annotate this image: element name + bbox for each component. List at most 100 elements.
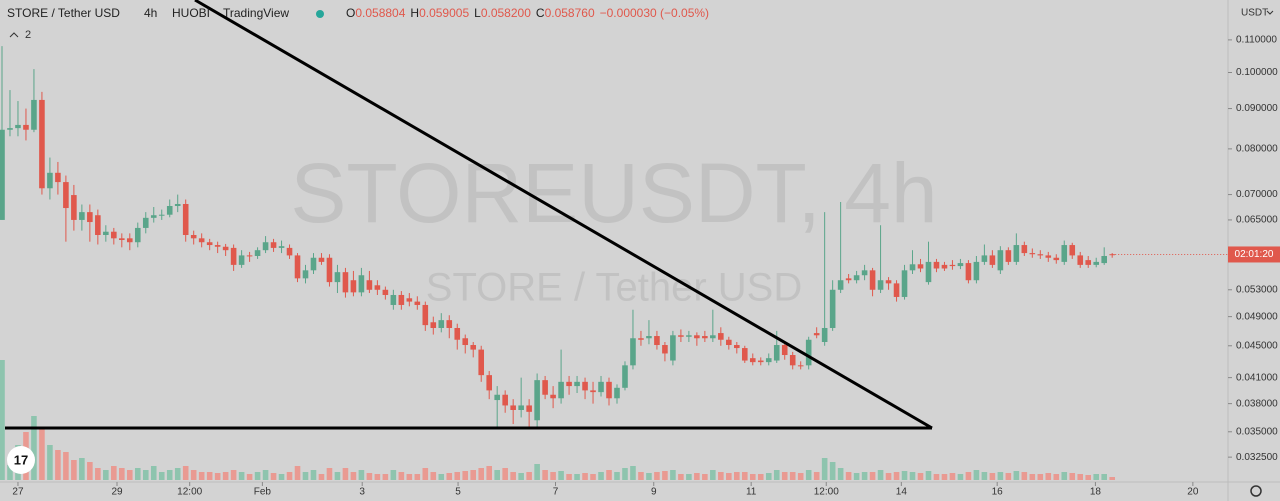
y-tick-label: 0.053000 — [1236, 284, 1278, 295]
watermark: STOREUSDT, 4h — [290, 146, 937, 240]
candle-body — [71, 195, 77, 220]
ohlc-key: O — [346, 6, 355, 20]
candle-body — [734, 345, 740, 349]
volume-bar — [1045, 473, 1052, 480]
volume-bar — [630, 466, 636, 480]
volume-bar — [230, 470, 237, 480]
candle-body — [430, 322, 437, 328]
volume-bar — [686, 474, 692, 480]
volume-bar — [79, 458, 85, 480]
volume-bar — [741, 472, 748, 480]
volume-bar — [1053, 474, 1060, 480]
candle-body — [518, 405, 524, 410]
settings-icon[interactable] — [1250, 485, 1262, 497]
candle-body — [989, 255, 996, 265]
volume-bar — [111, 466, 117, 480]
volume-bar — [861, 472, 868, 480]
volume-bar — [797, 473, 804, 480]
volume-bar — [246, 474, 253, 480]
indicator-count[interactable]: 2 — [25, 29, 31, 41]
volume-bar — [1069, 473, 1076, 480]
candle-body — [869, 270, 876, 290]
volume-bar — [606, 470, 612, 480]
y-tick-label: 0.070000 — [1236, 189, 1278, 200]
volume-bar — [270, 473, 277, 480]
y-tick-label: 0.038000 — [1236, 398, 1278, 409]
candle-body — [454, 327, 461, 340]
volume-bar — [414, 474, 421, 480]
candle-body — [310, 257, 317, 271]
volume-bar — [47, 445, 53, 480]
collapse-icon[interactable] — [9, 32, 19, 38]
volume-bar — [254, 472, 261, 480]
volume-bar — [566, 474, 572, 480]
volume-bar — [406, 474, 413, 480]
volume-bar — [957, 474, 964, 480]
candle-body — [510, 405, 516, 410]
volume-bar — [542, 470, 548, 480]
volume-bar — [438, 474, 445, 480]
candle-body — [190, 235, 197, 239]
candle-body — [678, 335, 684, 337]
volume-bar — [238, 472, 245, 480]
candle-body — [638, 338, 644, 340]
volume-bar — [598, 472, 604, 480]
x-tick-label: 20 — [1187, 487, 1199, 498]
x-tick-label: 11 — [746, 487, 757, 498]
symbol: STORE / Tether USD — [7, 6, 120, 20]
volume-bar — [31, 416, 37, 480]
volume-bar — [334, 472, 341, 480]
volume-bar — [478, 468, 485, 480]
volume-bar — [1061, 472, 1068, 480]
candle-body — [582, 381, 588, 391]
ohlc-legend: O 0.058804 H 0.059005 L 0.058200 C 0.058760 — [346, 6, 595, 20]
candle-body — [79, 212, 85, 220]
y-tick-label: 0.065000 — [1236, 215, 1278, 226]
volume-bar — [7, 465, 13, 480]
volume-bar — [622, 468, 628, 480]
ohlc-key: L — [474, 6, 481, 20]
candle-body — [981, 255, 988, 262]
x-tick-label: 5 — [455, 487, 461, 498]
volume-bar — [358, 470, 365, 480]
volume-bar — [182, 466, 189, 480]
volume-bar — [1021, 472, 1028, 480]
volume-bar — [318, 474, 325, 480]
volume-bar — [454, 472, 461, 480]
candle-body — [630, 338, 636, 366]
interval: 4h — [144, 6, 157, 20]
volume-bar — [1029, 474, 1036, 480]
volume-bar — [917, 473, 924, 480]
volume-bar — [893, 472, 900, 480]
candle-body — [166, 206, 173, 215]
volume-bar — [430, 472, 437, 480]
watermark-sub: STORE / Tether USD — [426, 266, 802, 310]
candle-body — [1069, 245, 1076, 256]
volume-bar — [326, 468, 333, 480]
candle-body — [390, 294, 397, 305]
volume-bar — [734, 472, 740, 480]
candle-body — [358, 275, 365, 293]
volume-bar — [853, 473, 860, 480]
candle-body — [286, 247, 293, 256]
volume-bar — [821, 458, 828, 480]
volume-bar — [718, 472, 724, 480]
currency[interactable]: USDT — [1241, 8, 1268, 19]
candle-body — [422, 304, 429, 326]
volume-bar — [278, 474, 285, 480]
candle-body — [797, 365, 804, 367]
volume-bar — [981, 472, 988, 480]
volume-bar — [366, 473, 373, 480]
plot — [0, 46, 1228, 480]
x-tick-label: 14 — [896, 487, 908, 498]
candle-body — [278, 246, 285, 248]
volume-bar — [845, 472, 852, 480]
tv-logo[interactable]: 17 — [7, 446, 35, 474]
candle-body — [23, 124, 29, 130]
candle-body — [965, 263, 972, 281]
volume-bar — [1077, 474, 1084, 480]
candle-body — [526, 405, 532, 412]
candle-body — [182, 203, 189, 236]
candle-body — [654, 336, 660, 346]
